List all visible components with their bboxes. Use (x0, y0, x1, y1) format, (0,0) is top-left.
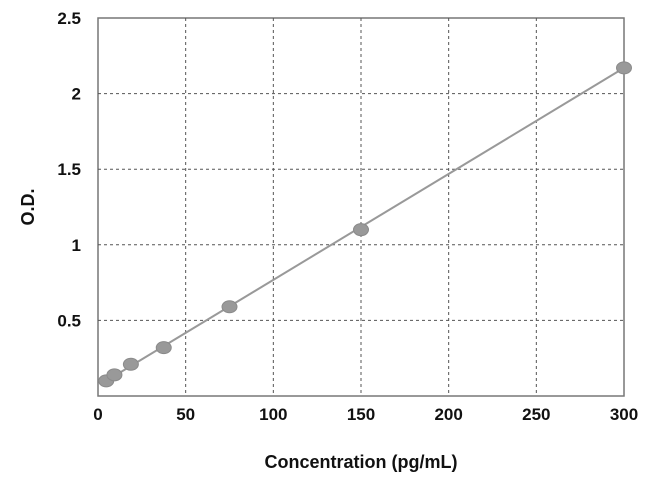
data-point (122, 357, 139, 371)
y-tick-label: 2 (72, 85, 81, 104)
x-tick-label: 250 (522, 405, 550, 424)
x-tick-label: 200 (434, 405, 462, 424)
data-point (353, 223, 369, 237)
y-tick-label: 0.5 (57, 311, 81, 330)
x-tick-label: 300 (610, 405, 638, 424)
data-point (221, 300, 238, 314)
data-point (106, 368, 123, 382)
x-tick-label: 0 (93, 405, 102, 424)
y-axis-label: O.D. (18, 188, 38, 225)
y-tick-label: 1.5 (57, 160, 81, 179)
data-point (155, 341, 172, 355)
y-tick-label: 1 (72, 236, 81, 255)
data-point (616, 61, 632, 75)
grid-lines (98, 18, 624, 396)
x-tick-label: 150 (347, 405, 375, 424)
x-tick-labels: 0 50 100 150 200 250 300 (93, 405, 638, 424)
y-tick-label: 2.5 (57, 9, 81, 28)
data-points (98, 61, 632, 388)
x-tick-label: 50 (176, 405, 195, 424)
x-axis-label: Concentration (pg/mL) (265, 452, 458, 472)
y-tick-labels: 0.5 1 1.5 2 2.5 (57, 9, 81, 330)
x-tick-label: 100 (259, 405, 287, 424)
